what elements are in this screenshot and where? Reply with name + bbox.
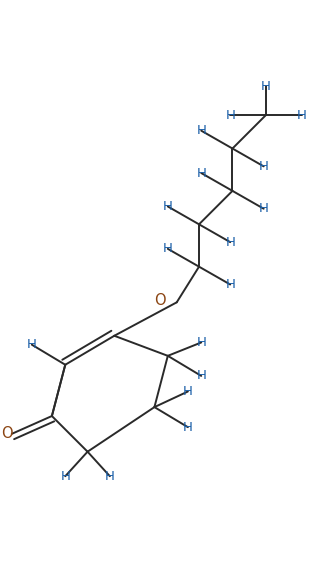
Text: H: H: [196, 336, 206, 349]
Text: H: H: [196, 167, 206, 180]
Text: H: H: [196, 369, 206, 382]
Text: H: H: [296, 109, 307, 122]
Text: H: H: [225, 236, 235, 249]
Text: O: O: [154, 292, 165, 308]
Text: H: H: [163, 200, 173, 213]
Text: H: H: [259, 202, 269, 215]
Text: H: H: [105, 470, 115, 483]
Text: H: H: [183, 420, 193, 434]
Text: H: H: [259, 160, 269, 173]
Text: H: H: [225, 109, 235, 122]
Text: H: H: [261, 80, 271, 93]
Text: O: O: [1, 426, 13, 442]
Text: H: H: [27, 338, 37, 351]
Text: H: H: [225, 278, 235, 291]
Text: H: H: [60, 470, 70, 483]
Text: H: H: [183, 385, 193, 398]
Text: H: H: [163, 242, 173, 255]
Text: H: H: [196, 124, 206, 137]
